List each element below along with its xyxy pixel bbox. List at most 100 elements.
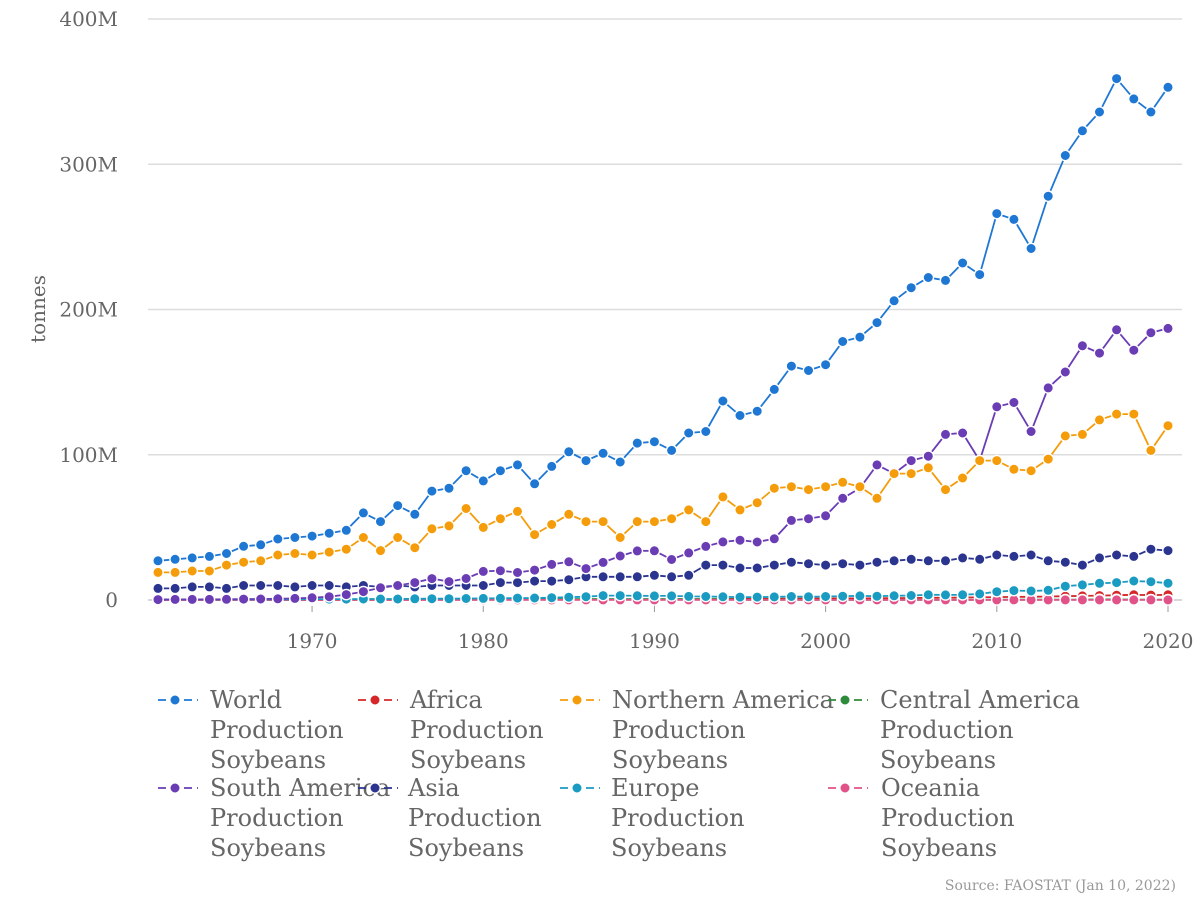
- data-point[interactable]: [186, 593, 199, 606]
- data-point[interactable]: [802, 364, 815, 377]
- data-point[interactable]: [494, 464, 507, 477]
- data-point[interactable]: [545, 518, 558, 531]
- data-point[interactable]: [1076, 124, 1089, 137]
- data-point[interactable]: [477, 592, 490, 605]
- data-point[interactable]: [819, 509, 832, 522]
- data-point[interactable]: [665, 444, 678, 457]
- data-point[interactable]: [340, 543, 353, 556]
- data-point[interactable]: [751, 536, 764, 548]
- data-point[interactable]: [854, 559, 866, 571]
- data-point[interactable]: [1162, 577, 1174, 590]
- data-point[interactable]: [1127, 594, 1140, 606]
- data-point[interactable]: [511, 592, 524, 604]
- data-point[interactable]: [220, 547, 233, 560]
- data-point[interactable]: [443, 575, 455, 588]
- data-point[interactable]: [922, 554, 935, 567]
- data-point[interactable]: [631, 570, 644, 583]
- data-point[interactable]: [1059, 594, 1072, 606]
- data-point[interactable]: [1059, 580, 1072, 593]
- data-point[interactable]: [1145, 594, 1157, 606]
- data-point[interactable]: [973, 268, 986, 281]
- data-point[interactable]: [1076, 339, 1089, 352]
- data-point[interactable]: [836, 335, 849, 348]
- data-point[interactable]: [1093, 106, 1106, 118]
- data-point[interactable]: [254, 538, 267, 551]
- data-point[interactable]: [220, 582, 233, 595]
- data-point[interactable]: [511, 458, 524, 471]
- data-point[interactable]: [323, 590, 336, 603]
- data-point[interactable]: [1162, 81, 1174, 94]
- data-point[interactable]: [477, 565, 490, 578]
- data-point[interactable]: [460, 502, 472, 515]
- data-point[interactable]: [1059, 366, 1072, 378]
- data-point[interactable]: [203, 593, 216, 606]
- data-point[interactable]: [1145, 575, 1157, 588]
- data-point[interactable]: [734, 591, 746, 603]
- data-point[interactable]: [648, 435, 661, 448]
- data-point[interactable]: [614, 550, 627, 562]
- data-point[interactable]: [237, 579, 250, 592]
- data-point[interactable]: [836, 476, 849, 489]
- data-point[interactable]: [1008, 584, 1020, 597]
- data-point[interactable]: [768, 383, 781, 396]
- data-point[interactable]: [1162, 322, 1174, 335]
- data-point[interactable]: [1025, 585, 1038, 597]
- data-point[interactable]: [768, 532, 781, 545]
- data-point[interactable]: [425, 522, 438, 535]
- data-point[interactable]: [425, 592, 438, 605]
- data-point[interactable]: [1110, 594, 1123, 606]
- data-point[interactable]: [357, 507, 370, 519]
- data-point[interactable]: [203, 565, 216, 577]
- data-point[interactable]: [323, 546, 336, 558]
- data-point[interactable]: [1042, 381, 1055, 394]
- data-point[interactable]: [580, 562, 592, 575]
- data-point[interactable]: [511, 576, 524, 589]
- data-point[interactable]: [391, 499, 404, 512]
- data-point[interactable]: [1076, 428, 1089, 441]
- data-point[interactable]: [271, 549, 284, 561]
- data-point[interactable]: [1008, 550, 1020, 563]
- data-point[interactable]: [836, 492, 849, 505]
- data-point[interactable]: [237, 540, 250, 553]
- data-point[interactable]: [340, 524, 353, 537]
- data-point[interactable]: [1162, 594, 1174, 606]
- data-point[interactable]: [751, 405, 764, 418]
- data-point[interactable]: [717, 559, 729, 571]
- data-point[interactable]: [888, 294, 900, 307]
- data-point[interactable]: [1093, 577, 1106, 590]
- data-point[interactable]: [665, 570, 678, 583]
- data-point[interactable]: [306, 549, 318, 561]
- data-point[interactable]: [169, 553, 182, 566]
- data-point[interactable]: [682, 503, 695, 516]
- data-point[interactable]: [1127, 550, 1140, 563]
- data-point[interactable]: [734, 409, 746, 422]
- data-point[interactable]: [460, 572, 472, 585]
- data-point[interactable]: [956, 472, 969, 484]
- data-point[interactable]: [597, 447, 609, 460]
- data-point[interactable]: [1008, 463, 1020, 476]
- data-point[interactable]: [990, 585, 1003, 598]
- data-point[interactable]: [288, 547, 301, 560]
- data-point[interactable]: [785, 514, 798, 527]
- data-point[interactable]: [973, 553, 986, 566]
- data-point[interactable]: [271, 533, 284, 545]
- data-point[interactable]: [871, 556, 883, 569]
- data-point[interactable]: [854, 331, 866, 343]
- data-point[interactable]: [717, 536, 729, 548]
- data-point[interactable]: [323, 527, 336, 540]
- data-point[interactable]: [494, 512, 507, 525]
- data-point[interactable]: [443, 520, 455, 532]
- data-point[interactable]: [1110, 408, 1123, 420]
- data-point[interactable]: [152, 593, 164, 606]
- data-point[interactable]: [631, 515, 644, 528]
- data-point[interactable]: [1145, 326, 1157, 339]
- data-point[interactable]: [785, 556, 798, 569]
- data-point[interactable]: [768, 482, 781, 495]
- data-point[interactable]: [460, 592, 472, 605]
- data-point[interactable]: [425, 572, 438, 585]
- data-point[interactable]: [751, 496, 764, 509]
- data-point[interactable]: [785, 480, 798, 493]
- data-point[interactable]: [597, 556, 609, 569]
- data-point[interactable]: [802, 483, 815, 496]
